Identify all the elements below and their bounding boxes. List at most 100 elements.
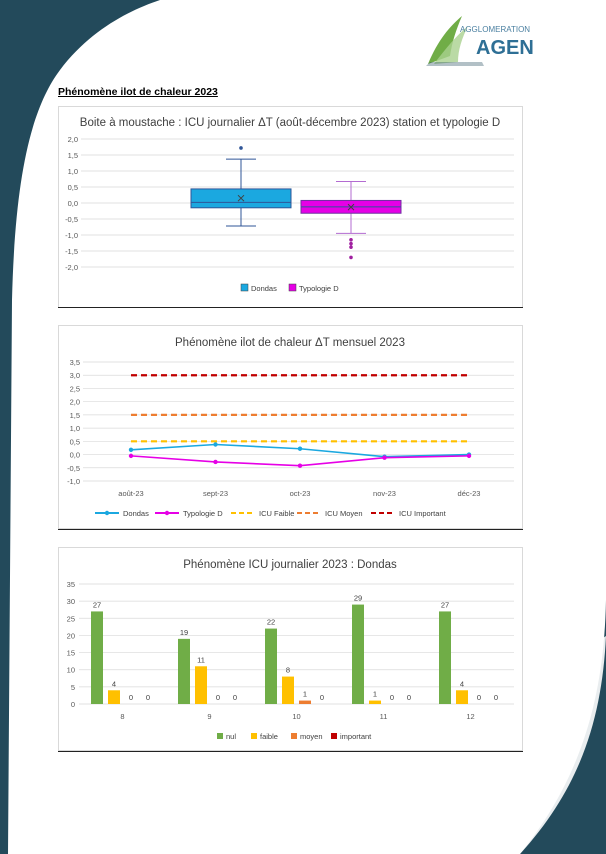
y-tick-label: 1,5 <box>68 151 78 160</box>
boxplot-chart: Boite à moustache : ICU journalier ΔT (a… <box>65 117 514 293</box>
outlier-point <box>349 245 353 249</box>
data-label: 0 <box>407 693 411 702</box>
data-point <box>213 442 218 447</box>
x-tick-label: 10 <box>292 712 300 721</box>
y-tick-label: 5 <box>71 683 75 692</box>
y-tick-label: -0,5 <box>65 215 78 224</box>
legend-label: ICU Important <box>399 509 447 518</box>
line-chart-panel: Phénomène ilot de chaleur ΔT mensuel 202… <box>58 325 523 529</box>
bar-faible <box>195 666 207 704</box>
y-tick-label: 15 <box>67 649 75 658</box>
y-tick-label: 30 <box>67 597 75 606</box>
data-label: 0 <box>494 693 498 702</box>
y-tick-label: -2,0 <box>65 263 78 272</box>
legend-swatch <box>217 733 223 739</box>
data-label: 0 <box>477 693 481 702</box>
bar-moyen <box>299 700 311 704</box>
bar-nul <box>265 628 277 704</box>
data-label: 0 <box>390 693 394 702</box>
data-label: 0 <box>320 693 324 702</box>
y-tick-label: 3,5 <box>70 358 80 367</box>
y-tick-label: 3,0 <box>70 371 80 380</box>
legend-label: important <box>340 732 372 741</box>
y-tick-label: -0,5 <box>67 464 80 473</box>
data-label: 27 <box>93 600 101 609</box>
y-tick-label: 0,0 <box>70 451 80 460</box>
bar-nul <box>352 604 364 704</box>
y-tick-label: -1,0 <box>65 231 78 240</box>
legend-swatch <box>288 283 297 292</box>
y-tick-label: 0,5 <box>70 437 80 446</box>
bar-faible <box>369 700 381 704</box>
data-label: 4 <box>460 679 464 688</box>
x-tick-label: août-23 <box>118 489 143 498</box>
y-tick-label: 0,0 <box>68 199 78 208</box>
data-point <box>213 459 218 465</box>
data-label: 0 <box>129 693 133 702</box>
legend-marker <box>164 510 170 516</box>
data-label: 1 <box>303 690 307 699</box>
data-point <box>466 453 472 459</box>
bar-nul <box>439 611 451 704</box>
x-tick-label: sept-23 <box>203 489 228 498</box>
data-label: 11 <box>197 655 205 664</box>
data-point <box>382 455 387 460</box>
x-tick-label: 9 <box>207 712 211 721</box>
chart-title: Boite à moustache : ICU journalier ΔT (a… <box>80 117 500 129</box>
y-tick-label: -1,5 <box>65 247 78 256</box>
legend-label: moyen <box>300 732 323 741</box>
data-label: 4 <box>112 679 116 688</box>
x-tick-label: déc-23 <box>458 489 481 498</box>
chart2-separator <box>58 529 523 531</box>
logo-top-text: AGGLOMERATION <box>460 25 530 34</box>
outlier-point <box>239 146 243 150</box>
legend-label: Typologie D <box>183 509 223 518</box>
y-tick-label: 1,5 <box>70 411 80 420</box>
data-label: 19 <box>180 628 188 637</box>
legend-label: ICU Faible <box>259 509 294 518</box>
legend-label: nul <box>226 732 236 741</box>
mean-marker <box>347 203 355 211</box>
y-tick-label: 2,5 <box>70 384 80 393</box>
legend-label: faible <box>260 732 278 741</box>
x-tick-label: oct-23 <box>290 489 311 498</box>
y-tick-label: 1,0 <box>68 167 78 176</box>
data-point <box>128 453 134 459</box>
y-tick-label: 10 <box>67 666 75 675</box>
chart-title: Phénomène ilot de chaleur ΔT mensuel 202… <box>175 337 405 349</box>
section-title: Phénomène ilot de chaleur 2023 <box>58 86 218 98</box>
bar-chart-panel: Phénomène ICU journalier 2023 : Dondas 35… <box>58 547 523 751</box>
outlier-point <box>349 238 353 242</box>
bar-faible <box>456 690 468 704</box>
agglomeration-agen-logo: AGGLOMERATION AGEN <box>424 10 548 68</box>
data-label: 22 <box>267 618 275 627</box>
bar-faible <box>282 676 294 704</box>
boxplot-chart-panel: Boite à moustache : ICU journalier ΔT (a… <box>58 106 523 308</box>
outlier-point <box>349 255 353 260</box>
bar-nul <box>91 611 103 704</box>
y-tick-label: 25 <box>67 614 75 623</box>
data-label: 27 <box>441 600 449 609</box>
y-tick-label: 35 <box>67 580 75 589</box>
outlier-point <box>349 241 353 246</box>
logo-main-text: AGEN <box>476 37 534 59</box>
left-teal-swoosh <box>0 0 160 854</box>
data-point <box>297 463 303 468</box>
x-tick-label: nov-23 <box>373 489 396 498</box>
legend-swatch <box>331 733 337 739</box>
bar-nul <box>178 638 190 704</box>
y-tick-label: 2,0 <box>68 135 78 144</box>
legend-marker <box>104 510 110 516</box>
legend-swatch <box>291 733 297 739</box>
line-chart: Phénomène ilot de chaleur ΔT mensuel 202… <box>67 337 514 518</box>
data-label: 8 <box>286 666 290 675</box>
y-tick-label: 0,5 <box>68 183 78 192</box>
chart1-separator <box>58 307 523 309</box>
x-tick-label: 12 <box>466 712 474 721</box>
data-label: 0 <box>146 693 150 702</box>
y-tick-label: 1,0 <box>70 424 80 433</box>
legend-label: Dondas <box>251 284 277 293</box>
bar-chart: Phénomène ICU journalier 2023 : Dondas 35… <box>67 559 514 741</box>
chart-title: Phénomène ICU journalier 2023 : Dondas <box>183 559 397 571</box>
